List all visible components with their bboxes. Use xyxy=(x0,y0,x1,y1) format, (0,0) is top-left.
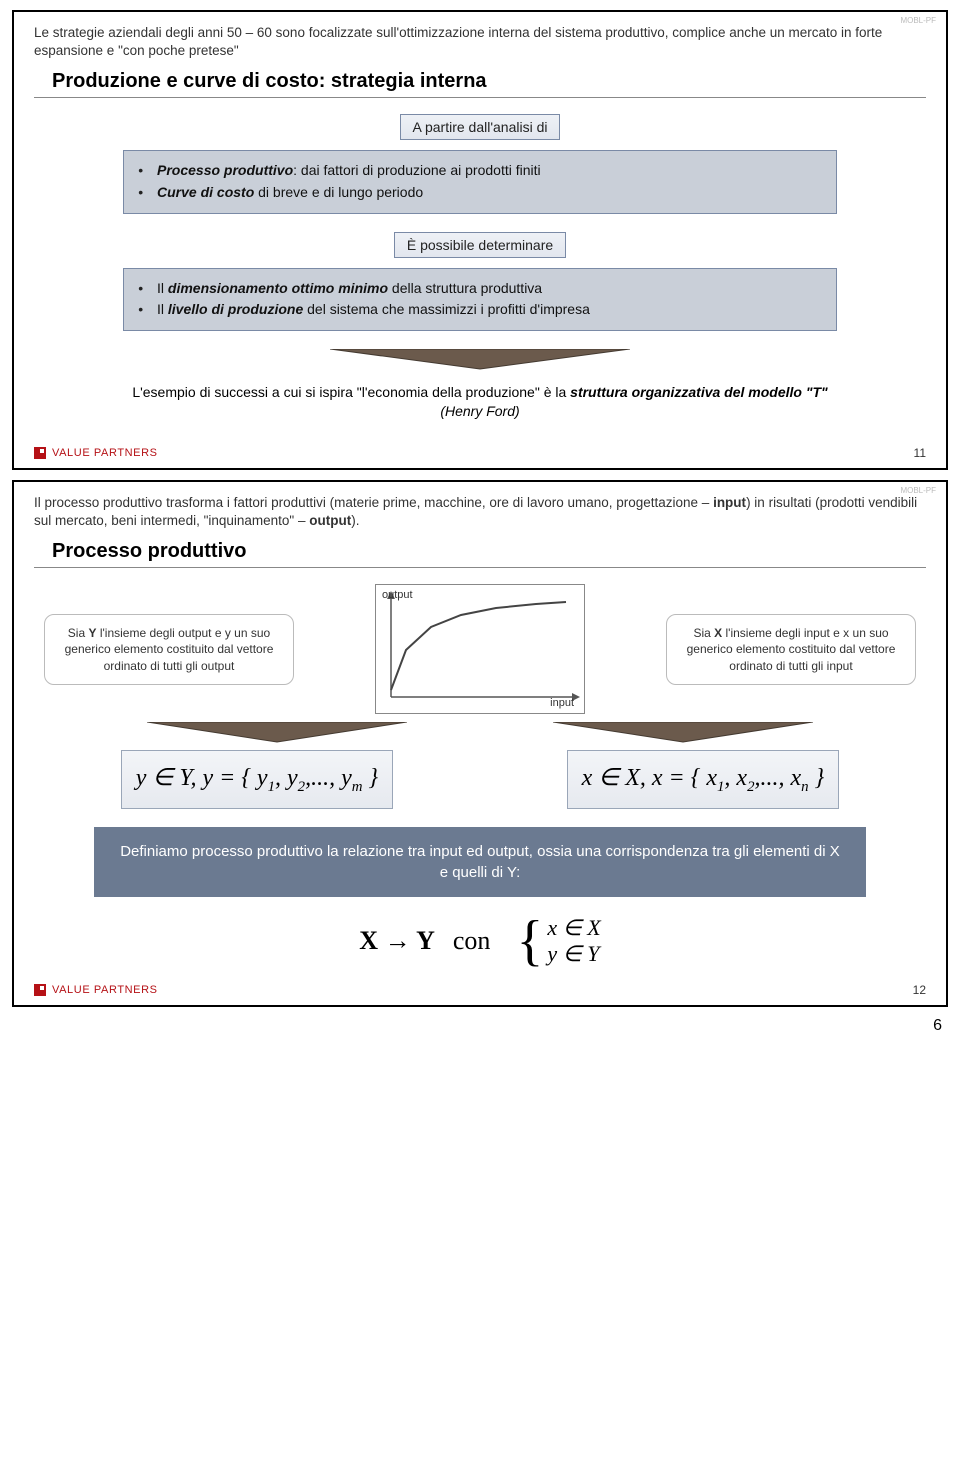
box1-item-1: Processo produttivo: dai fattori di prod… xyxy=(138,161,822,181)
conclude-c: (Henry Ford) xyxy=(440,403,519,419)
logo: VALUE PARTNERS xyxy=(34,447,158,459)
logo: VALUE PARTNERS xyxy=(34,984,158,996)
box1-item-1-term: Processo produttivo xyxy=(157,162,293,178)
conclude-a: L'esempio di successi a cui si ispira "l… xyxy=(132,384,570,400)
slide-footer: VALUE PARTNERS 11 xyxy=(34,446,926,460)
title-divider xyxy=(34,567,926,568)
box1-item-2: Curve di costo di breve e di lungo perio… xyxy=(138,183,822,203)
box2-item-1: Il dimensionamento ottimo minimo della s… xyxy=(138,279,822,299)
box2-item-1-a: Il xyxy=(157,280,168,296)
final-lhs: X → Y xyxy=(359,926,435,956)
chart-xlabel: input xyxy=(550,697,574,709)
arrow-down-right-icon xyxy=(553,722,813,744)
label-2: È possibile determinare xyxy=(394,232,566,258)
watermark: MOBL-PF xyxy=(900,16,936,25)
box2-item-1-b: dimensionamento ottimo minimo xyxy=(168,280,388,296)
equation-x: x ∈ X, x = { x1, x2,..., xn } xyxy=(567,750,840,809)
slide-title: Produzione e curve di costo: strategia i… xyxy=(52,70,926,93)
definition-box: Definiamo processo produttivo la relazio… xyxy=(94,827,866,897)
box1-item-1-desc: : dai fattori di produzione ai prodotti … xyxy=(293,162,540,178)
greybox-2: Il dimensionamento ottimo minimo della s… xyxy=(123,268,837,331)
greybox-1: Processo produttivo: dai fattori di prod… xyxy=(123,150,837,213)
page-number: 6 xyxy=(0,1017,942,1035)
callout-x: Sia X l'insieme degli input e x un suo g… xyxy=(666,614,916,685)
logo-icon xyxy=(34,447,46,459)
chart: output input xyxy=(375,584,585,714)
logo-icon xyxy=(34,984,46,996)
label-1: A partire dall'analisi di xyxy=(400,114,561,140)
intro-text: Le strategie aziendali degli anni 50 – 6… xyxy=(34,24,926,60)
arrow-down-icon xyxy=(330,349,630,371)
slide-number: 11 xyxy=(914,446,926,460)
box1-item-2-desc: di breve e di lungo periodo xyxy=(254,184,423,200)
equation-y: y ∈ Y, y = { y1, y2,..., ym } xyxy=(121,750,393,809)
slide-11: MOBL-PF Le strategie aziendali degli ann… xyxy=(12,10,948,470)
curve xyxy=(391,602,566,690)
final-con: con xyxy=(453,926,491,956)
conclusion-text: L'esempio di successi a cui si ispira "l… xyxy=(132,383,828,422)
slide-title: Processo produttivo xyxy=(52,540,926,563)
box2-item-2-b: livello di produzione xyxy=(168,301,303,317)
chart-svg xyxy=(376,585,586,715)
slide-number: 12 xyxy=(913,983,926,997)
box2-item-2-c: del sistema che massimizzi i profitti d'… xyxy=(303,301,590,317)
callout-y: Sia Y l'insieme degli output e y un suo … xyxy=(44,614,294,685)
brace-icon: { xyxy=(516,913,543,969)
slide-12: MOBL-PF Il processo produttivo trasforma… xyxy=(12,480,948,1007)
equation-row: y ∈ Y, y = { y1, y2,..., ym } x ∈ X, x =… xyxy=(34,750,926,809)
callout-row: Sia Y l'insieme degli output e y un suo … xyxy=(44,584,916,714)
title-divider xyxy=(34,97,926,98)
final-equation: X → Y con { x ∈ X y ∈ Y xyxy=(34,913,926,969)
box2-item-2-a: Il xyxy=(157,301,168,317)
arrow-row xyxy=(74,722,886,744)
case-2: y ∈ Y xyxy=(547,941,600,967)
logo-text: VALUE PARTNERS xyxy=(52,447,158,459)
arrow-down-left-icon xyxy=(147,722,407,744)
slide-footer: VALUE PARTNERS 12 xyxy=(34,983,926,997)
box2-item-2: Il livello di produzione del sistema che… xyxy=(138,300,822,320)
box1-item-2-term: Curve di costo xyxy=(157,184,254,200)
watermark: MOBL-PF xyxy=(900,486,936,495)
logo-text: VALUE PARTNERS xyxy=(52,984,158,996)
intro-text: Il processo produttivo trasforma i fatto… xyxy=(34,494,926,530)
conclude-b: struttura organizzativa del modello "T" xyxy=(570,384,828,400)
chart-ylabel: output xyxy=(382,589,413,601)
box2-item-1-c: della struttura produttiva xyxy=(388,280,542,296)
case-1: x ∈ X xyxy=(547,915,600,941)
cases: x ∈ X y ∈ Y xyxy=(547,915,600,968)
